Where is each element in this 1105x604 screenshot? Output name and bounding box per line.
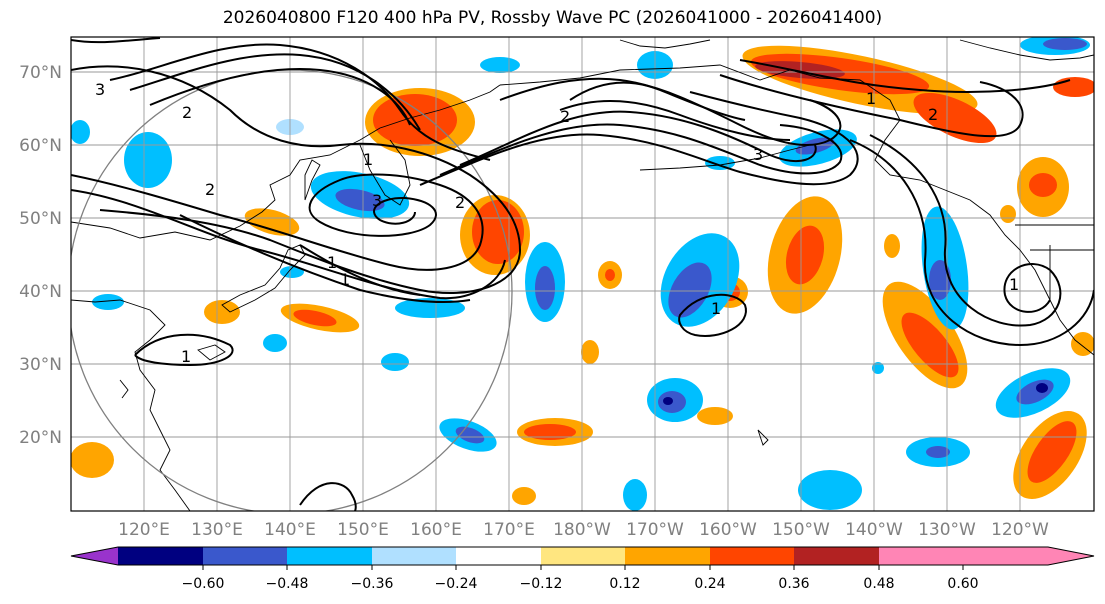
colorbar-segment [287, 547, 372, 565]
lon-label: 180°W [553, 520, 611, 540]
positive-pv-patches [71, 45, 1094, 505]
contour-label: 2 [560, 107, 570, 126]
colorbar-segment [372, 547, 456, 565]
colorbar-outline [70, 546, 1095, 566]
lon-label: 170°W [626, 520, 684, 540]
coastlines [71, 39, 1094, 511]
lat-label: 20°N [19, 428, 62, 448]
contour-label: 3 [95, 80, 105, 99]
lon-label: 140°E [264, 520, 316, 540]
lat-label: 70°N [19, 63, 62, 83]
lon-label: 130°W [918, 520, 976, 540]
map-title: 2026040800 F120 400 hPa PV, Rossby Wave … [222, 8, 883, 28]
colorbar-segment [625, 547, 710, 565]
plot-frame [70, 36, 1095, 512]
lon-label: 150°W [772, 520, 830, 540]
colorbar-segment [710, 547, 794, 565]
colorbar-ticks: −0.60 −0.48 −0.36 −0.24 −0.12 0.12 0.24 … [182, 565, 979, 592]
colorbar-tick-label: −0.60 [182, 576, 225, 592]
colorbar-tick-label: −0.24 [435, 576, 478, 592]
contour-label: 1 [1009, 275, 1019, 294]
contour-label: 1 [181, 347, 191, 366]
contour-label: 2 [182, 103, 192, 122]
lon-label: 160°W [699, 520, 757, 540]
contour-label: 2 [455, 193, 465, 212]
contour-label: 1 [363, 150, 373, 169]
contour-label: 1 [866, 89, 876, 108]
contour-label: 3 [753, 145, 763, 164]
colorbar-extend-high [963, 547, 1094, 565]
colorbar-segment [794, 547, 879, 565]
contour-label: 3 [372, 191, 382, 210]
lon-label: 130°E [191, 520, 243, 540]
colorbar: −0.60 −0.48 −0.36 −0.24 −0.12 0.12 0.24 … [70, 546, 1095, 592]
longitude-labels: 120°E 130°E 140°E 150°E 160°E 170°E 180°… [118, 520, 1049, 540]
colorbar-segment [203, 547, 287, 565]
contour-label: 2 [205, 180, 215, 199]
colorbar-tick-label: 0.36 [778, 576, 809, 592]
lon-label: 150°E [337, 520, 389, 540]
colorbar-tick-label: 0.48 [863, 576, 894, 592]
colorbar-extend-low [71, 547, 118, 565]
colorbar-tick-label: −0.12 [520, 576, 563, 592]
colorbar-segment [118, 547, 203, 565]
lat-label: 50°N [19, 209, 62, 229]
contour-label: 1 [340, 270, 350, 289]
pv-anomaly-shading [71, 37, 1094, 511]
colorbar-tick-label: −0.36 [351, 576, 394, 592]
contour-labels: 3 2 2 1 3 2 1 1 2 3 2 1 1 1 1 [95, 80, 1019, 366]
lon-label: 170°E [483, 520, 535, 540]
colorbar-segment [456, 547, 541, 565]
colorbar-tick-label: −0.48 [266, 576, 309, 592]
contour-label: 1 [327, 253, 337, 272]
lon-label: 160°E [410, 520, 462, 540]
graticule [71, 37, 1094, 511]
colorbar-tick-label: 0.24 [694, 576, 725, 592]
lat-label: 60°N [19, 136, 62, 156]
lon-label: 120°E [118, 520, 170, 540]
colorbar-tick-label: 0.12 [609, 576, 640, 592]
colorbar-segment [879, 547, 963, 565]
colorbar-segment [541, 547, 625, 565]
pv-contours [71, 37, 1094, 511]
lon-label: 140°W [845, 520, 903, 540]
negative-pv-patches [71, 37, 1090, 511]
lat-label: 40°N [19, 282, 62, 302]
contour-label: 1 [711, 299, 721, 318]
colorbar-tick-label: 0.60 [947, 576, 978, 592]
latitude-labels: 70°N 60°N 50°N 40°N 30°N 20°N [19, 63, 62, 448]
lon-label: 120°W [991, 520, 1049, 540]
contour-label: 2 [928, 105, 938, 124]
lat-label: 30°N [19, 355, 62, 375]
